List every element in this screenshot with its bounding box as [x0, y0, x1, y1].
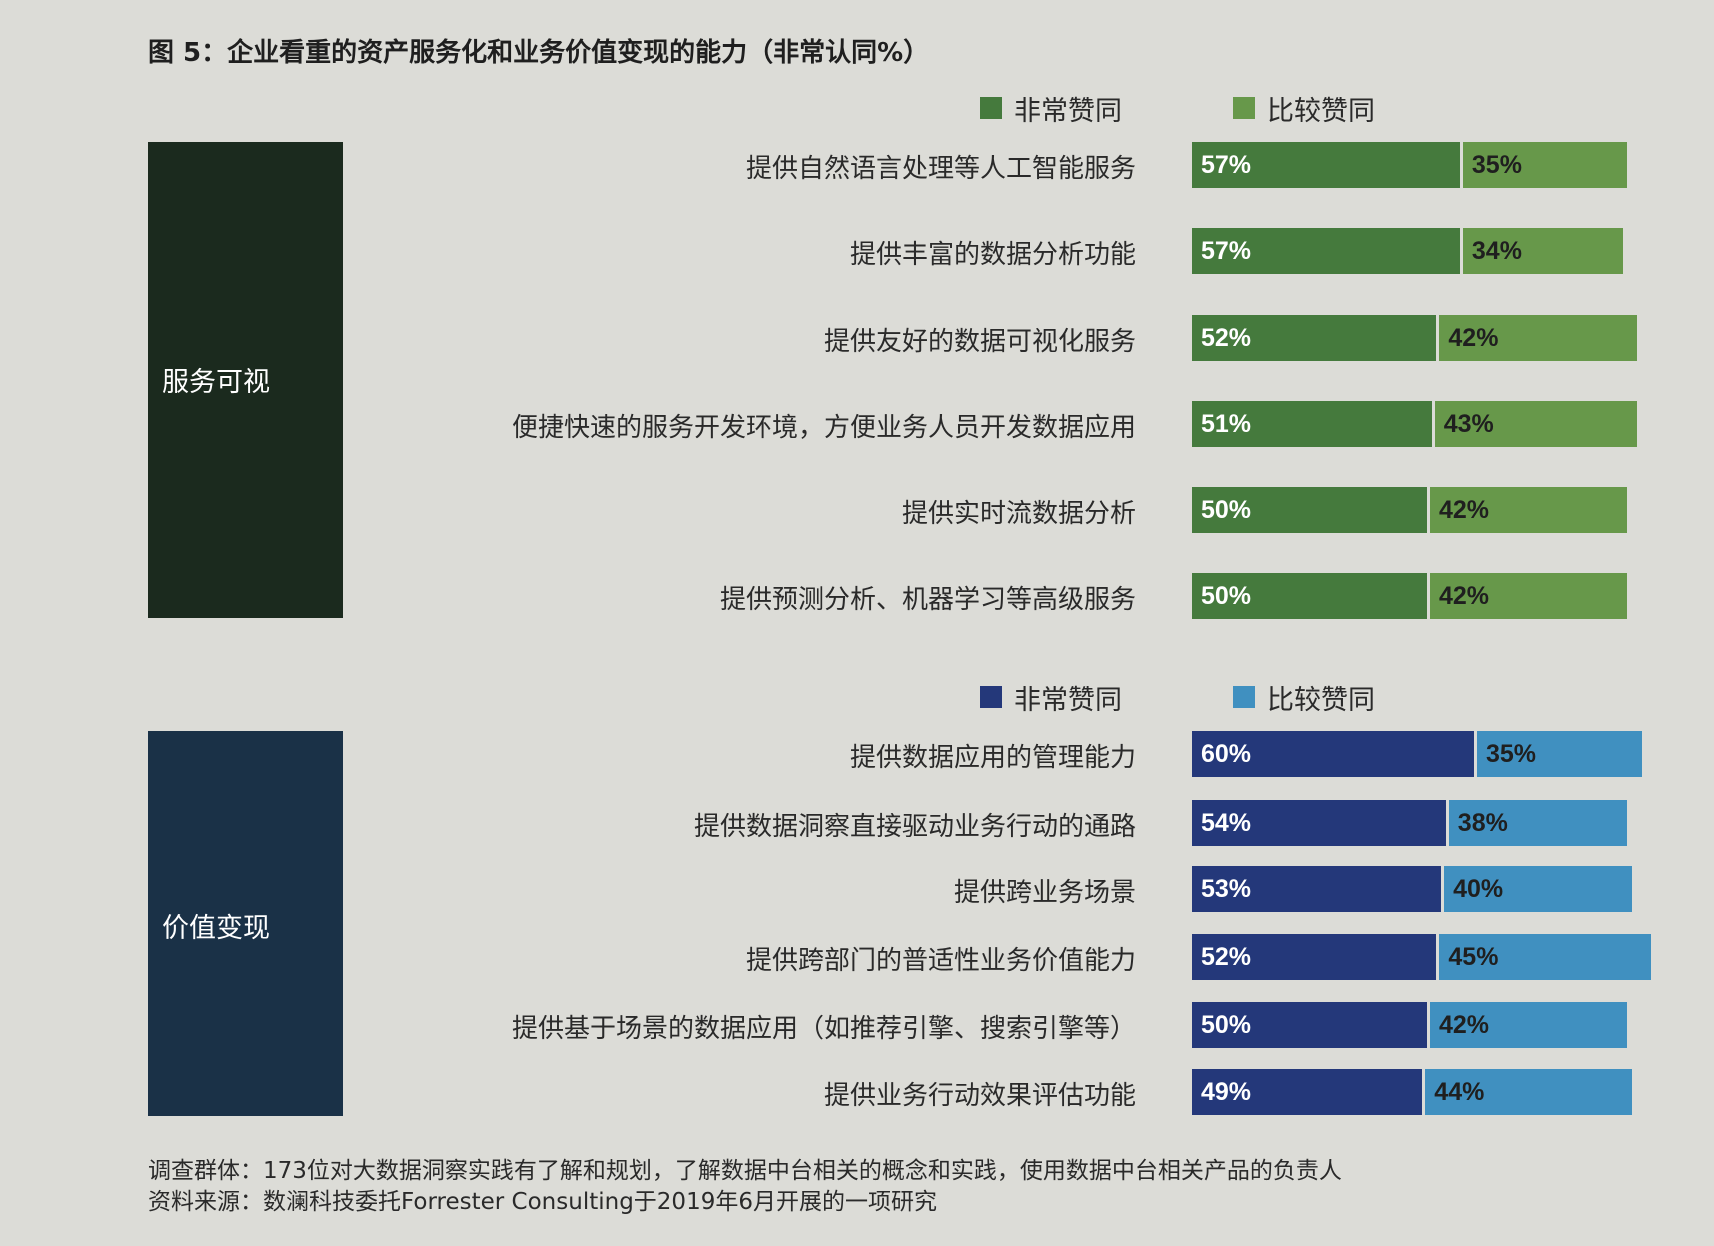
bar-value-label: 52%	[1201, 323, 1252, 352]
bar-value-label: 45%	[1448, 942, 1499, 971]
category-label: 提供数据洞察直接驱动业务行动的通路	[693, 812, 1136, 842]
bar-value-label: 50%	[1201, 581, 1252, 610]
bar-value-label: 43%	[1443, 409, 1494, 438]
bar-segment-somewhat-agree: 38%	[1448, 800, 1628, 846]
bar-value-label: 44%	[1434, 1077, 1485, 1106]
bar-value-label: 49%	[1201, 1077, 1252, 1106]
category-label: 提供丰富的数据分析功能	[849, 240, 1136, 270]
bar-segment-strongly-agree: 57%	[1192, 228, 1460, 274]
group-label-service-visibility: 服务可视	[162, 367, 270, 398]
category-label: 提供预测分析、机器学习等高级服务	[719, 585, 1136, 615]
bar-value-label: 52%	[1201, 942, 1252, 971]
bar-value-label: 42%	[1448, 323, 1499, 352]
legend-item-moderate: 比较赞同	[1233, 93, 1375, 127]
legend-item-strong: 非常赞同	[980, 682, 1122, 716]
bar-value-label: 51%	[1201, 409, 1252, 438]
bar-segment-somewhat-agree: 40%	[1444, 866, 1633, 912]
bar-segment-strongly-agree: 50%	[1192, 573, 1427, 619]
bar-value-label: 40%	[1453, 874, 1504, 903]
legend-label-strong: 非常赞同	[1014, 95, 1122, 127]
legend-swatch-moderate	[1233, 686, 1255, 708]
legend-swatch-strong	[980, 97, 1002, 119]
bar-value-label: 42%	[1439, 495, 1490, 524]
legend-swatch-moderate	[1233, 97, 1255, 119]
legend-label-strong: 非常赞同	[1014, 684, 1122, 716]
legend-item-moderate: 比较赞同	[1233, 682, 1375, 716]
category-label: 提供跨业务场景	[953, 878, 1136, 908]
bar-segment-strongly-agree: 50%	[1192, 1002, 1427, 1048]
category-label: 提供业务行动效果评估功能	[823, 1081, 1136, 1111]
bar-segment-strongly-agree: 53%	[1192, 866, 1442, 912]
bar-segment-somewhat-agree: 35%	[1462, 142, 1628, 188]
bar-segment-somewhat-agree: 42%	[1430, 1002, 1628, 1048]
bar-segment-somewhat-agree: 45%	[1439, 934, 1651, 980]
bar-segment-somewhat-agree: 43%	[1434, 401, 1637, 447]
bar-value-label: 53%	[1201, 874, 1252, 903]
category-label: 便捷快速的服务开发环境，方便业务人员开发数据应用	[511, 413, 1136, 443]
chart-title: 图 5：企业看重的资产服务化和业务价值变现的能力（非常认同%）	[148, 38, 930, 68]
group-panel-service-visibility: 服务可视	[148, 142, 343, 618]
bar-segment-somewhat-agree: 42%	[1430, 573, 1628, 619]
bar-value-label: 60%	[1201, 739, 1252, 768]
bar-segment-strongly-agree: 52%	[1192, 315, 1437, 361]
category-label: 提供自然语言处理等人工智能服务	[745, 154, 1136, 184]
bar-value-label: 35%	[1486, 739, 1537, 768]
bar-value-label: 42%	[1439, 1010, 1490, 1039]
bar-segment-somewhat-agree: 35%	[1477, 731, 1642, 777]
bar-value-label: 38%	[1457, 808, 1508, 837]
bar-value-label: 50%	[1201, 1010, 1252, 1039]
bar-segment-strongly-agree: 57%	[1192, 142, 1460, 188]
group-panel-value-realization: 价值变现	[148, 731, 343, 1116]
bar-value-label: 54%	[1201, 808, 1252, 837]
category-label: 提供基于场景的数据应用（如推荐引擎、搜索引擎等）	[511, 1014, 1136, 1044]
legend-label-moderate: 比较赞同	[1267, 95, 1375, 127]
group-label-value-realization: 价值变现	[162, 913, 270, 944]
category-label: 提供实时流数据分析	[901, 499, 1136, 529]
bar-segment-somewhat-agree: 44%	[1425, 1069, 1633, 1115]
legend-item-strong: 非常赞同	[980, 93, 1122, 127]
footnote-source: 资料来源：数澜科技委托Forrester Consulting于2019年6月开…	[148, 1189, 937, 1215]
category-label: 提供数据应用的管理能力	[849, 743, 1136, 773]
bar-segment-strongly-agree: 52%	[1192, 934, 1437, 980]
legend-label-moderate: 比较赞同	[1267, 684, 1375, 716]
bar-value-label: 34%	[1471, 236, 1522, 265]
bar-segment-strongly-agree: 49%	[1192, 1069, 1423, 1115]
category-label: 提供友好的数据可视化服务	[823, 327, 1136, 357]
category-label: 提供跨部门的普适性业务价值能力	[745, 946, 1136, 976]
legend-swatch-strong	[980, 686, 1002, 708]
bar-value-label: 35%	[1471, 150, 1522, 179]
footnote-survey-group: 调查群体：173位对大数据洞察实践有了解和规划，了解数据中台相关的概念和实践，使…	[148, 1158, 1342, 1184]
bar-value-label: 57%	[1201, 150, 1252, 179]
bar-segment-strongly-agree: 54%	[1192, 800, 1446, 846]
bar-segment-strongly-agree: 51%	[1192, 401, 1432, 447]
bar-segment-strongly-agree: 50%	[1192, 487, 1427, 533]
bar-segment-somewhat-agree: 34%	[1462, 228, 1623, 274]
bar-value-label: 50%	[1201, 495, 1252, 524]
bar-value-label: 42%	[1439, 581, 1490, 610]
bar-segment-somewhat-agree: 42%	[1430, 487, 1628, 533]
bar-value-label: 57%	[1201, 236, 1252, 265]
bar-segment-strongly-agree: 60%	[1192, 731, 1474, 777]
bar-segment-somewhat-agree: 42%	[1439, 315, 1637, 361]
